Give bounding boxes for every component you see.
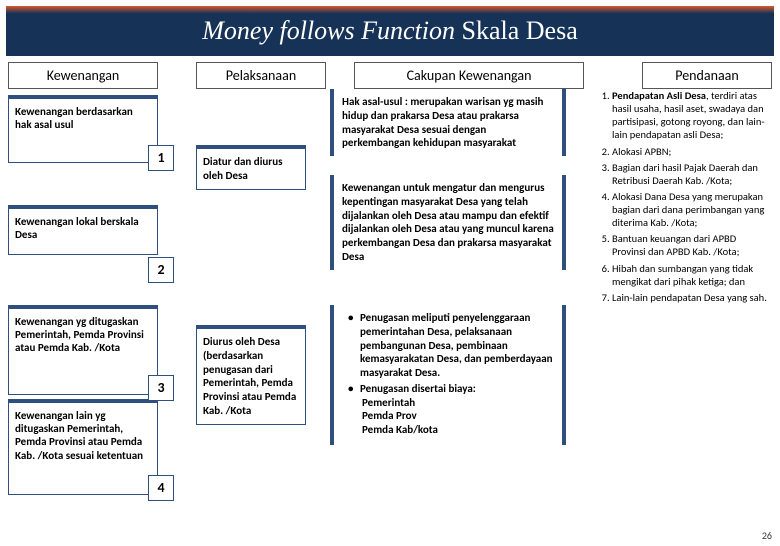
title-bar: Money follows Function Skala Desa: [6, 6, 774, 56]
cakupan-3b3: Pemda Kab/kota: [362, 423, 554, 437]
number-4: 4: [148, 475, 174, 501]
number-3: 3: [148, 375, 174, 401]
header-kewenangan: Kewenangan: [8, 62, 158, 89]
pendanaan-list: Pendapatan Asli Desa, terdiri atas hasil…: [594, 89, 772, 307]
cakupan-box-1: Hak asal-usul : merupakan warisan yg mas…: [330, 89, 566, 156]
column-headers: Kewenangan Pelaksanaan Cakupan Kewenanga…: [0, 62, 780, 89]
cakupan-3b: Penugasan disertai biaya:: [360, 382, 476, 395]
number-1: 1: [148, 145, 174, 171]
header-pelaksanaan: Pelaksanaan: [196, 62, 326, 89]
pendanaan-item-1: Pendapatan Asli Desa, terdiri atas hasil…: [612, 89, 772, 142]
kewenangan-box-4: Kewenangan lain yg ditugaskan Pemerintah…: [8, 399, 158, 495]
header-cakupan: Cakupan Kewenangan: [354, 62, 584, 89]
cakupan-box-3: Penugasan meliputi penyelenggaraan pemer…: [330, 305, 566, 445]
pendanaan-item-2: Alokasi APBN;: [612, 145, 772, 158]
slide-number: 26: [762, 529, 772, 542]
pendanaan-item-7: Lain-lain pendapatan Desa yang sah.: [612, 291, 772, 304]
kewenangan-box-2: Kewenangan lokal berskala Desa: [8, 205, 158, 255]
pendanaan-item-6: Hibah dan sumbangan yang tidak mengikat …: [612, 262, 772, 288]
header-pendanaan: Pendanaan: [642, 62, 772, 89]
kewenangan-box-1: Kewenangan berdasarkan hak asal usul: [8, 95, 158, 163]
cakupan-box-2: Kewenangan untuk mengatur dan mengurus k…: [330, 175, 566, 270]
pendanaan-item-5: Bantuan keuangan dari APBD Provinsi dan …: [612, 232, 772, 258]
number-2: 2: [148, 257, 174, 283]
kewenangan-box-3: Kewenangan yg ditugaskan Pemerintah, Pem…: [8, 305, 158, 395]
pendanaan-item-4: Alokasi Dana Desa yang merupakan bagian …: [612, 190, 772, 229]
cakupan-3b2: Pemda Prov: [362, 409, 554, 423]
title-italic: Money follows Function: [202, 16, 461, 45]
cakupan-3a: Penugasan meliputi penyelenggaraan pemer…: [360, 311, 553, 379]
title-normal: Skala Desa: [462, 16, 578, 45]
pendanaan-item-3: Bagian dari hasil Pajak Daerah dan Retri…: [612, 161, 772, 187]
cakupan-3b1: Pemerintah: [362, 396, 554, 410]
pelaksanaan-box-2: Diurus oleh Desa (berdasarkan penugasan …: [196, 325, 306, 425]
pelaksanaan-box-1: Diatur dan diurus oleh Desa: [196, 145, 306, 190]
content-area: Kewenangan berdasarkan hak asal usul Kew…: [0, 89, 780, 529]
